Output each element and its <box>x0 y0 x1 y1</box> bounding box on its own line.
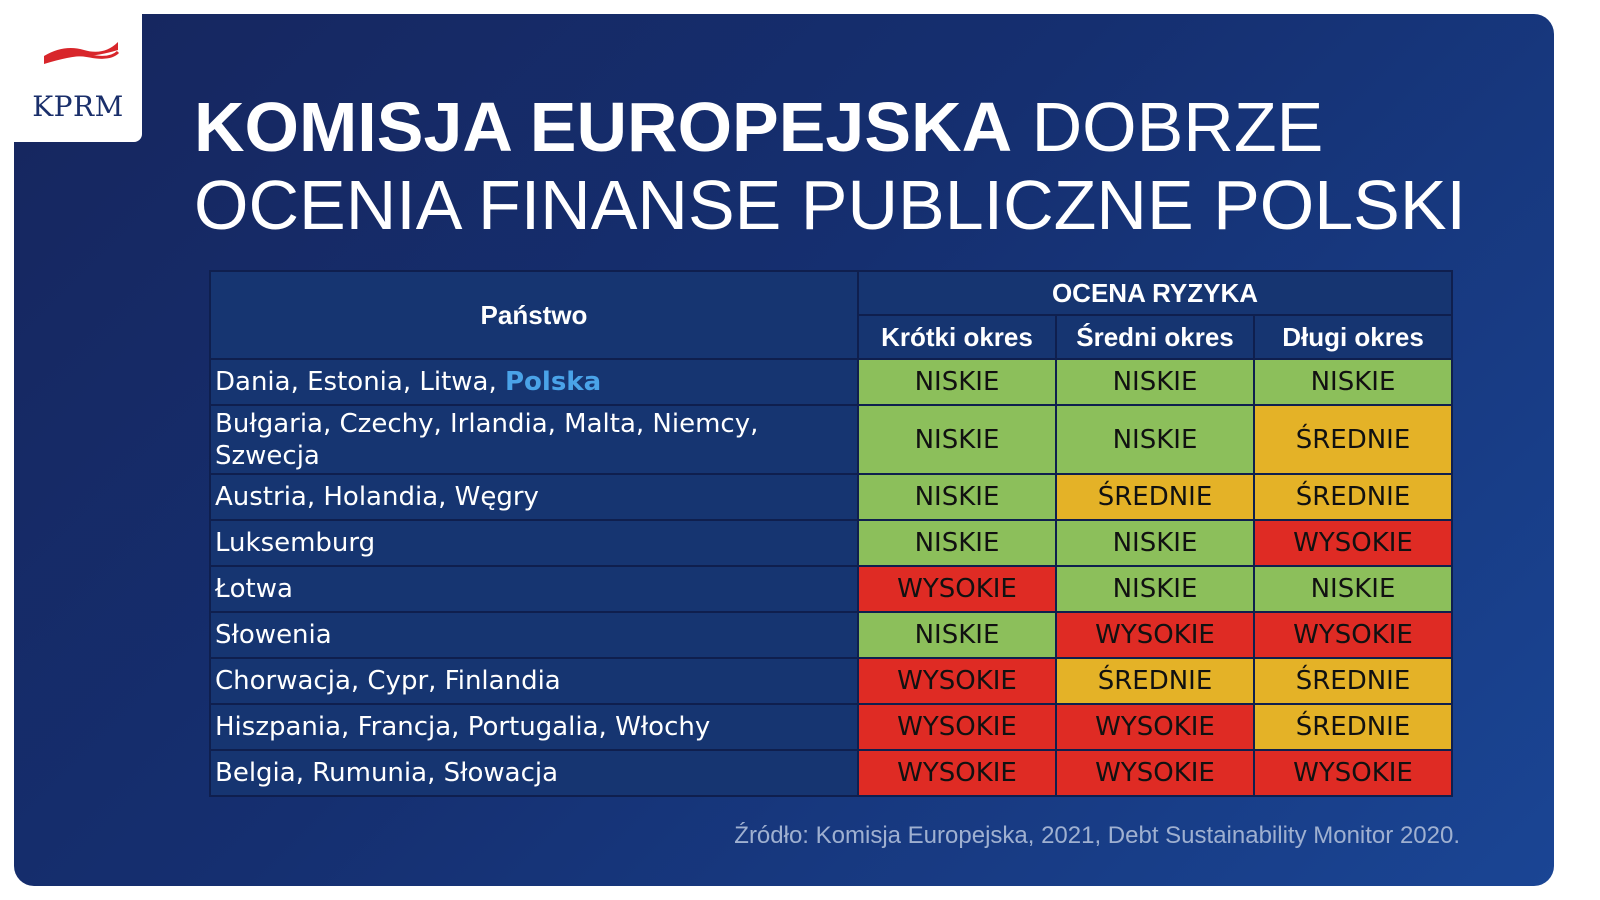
country-label: Austria, Holandia, Węgry <box>215 482 539 512</box>
country-header: Państwo <box>209 270 859 360</box>
table-row: Austria, Holandia, Węgry NISKIE ŚREDNIE ŚRE… <box>209 473 1453 521</box>
risk-cell: ŚREDNIE <box>1253 657 1453 705</box>
country-cell: Belgia, Rumunia, Słowacja <box>209 749 859 797</box>
risk-cell: ŚREDNIE <box>1253 473 1453 521</box>
risk-cell: NISKIE <box>1253 565 1453 613</box>
risk-cell: NISKIE <box>1055 565 1255 613</box>
table-row: Dania, Estonia, Litwa, Polska NISKIE NISKI… <box>209 358 1453 406</box>
page-title: KOMISJA EUROPEJSKA DOBRZE OCENIA FINANSE… <box>194 88 1554 244</box>
polish-flag-icon <box>44 42 120 64</box>
infographic-card: KOMISJA EUROPEJSKA DOBRZE OCENIA FINANSE… <box>14 14 1554 886</box>
country-label: Słowenia <box>215 620 332 650</box>
risk-cell: ŚREDNIE <box>1253 703 1453 751</box>
country-label: Belgia, Rumunia, Słowacja <box>215 758 559 788</box>
risk-cell: ŚREDNIE <box>1055 657 1255 705</box>
title-bold: KOMISJA EUROPEJSKA <box>194 88 1013 166</box>
title-rest: DOBRZE OCENIA FINANSE PUBLICZNE POLSKI <box>194 88 1466 244</box>
country-cell: Austria, Holandia, Węgry <box>209 473 859 521</box>
risk-cell: WYSOKIE <box>1055 611 1255 659</box>
risk-cell: WYSOKIE <box>857 657 1057 705</box>
country-cell: Hiszpania, Francja, Portugalia, Włochy <box>209 703 859 751</box>
risk-cell: NISKIE <box>857 519 1057 567</box>
country-cell: Dania, Estonia, Litwa, Polska <box>209 358 859 406</box>
period-long-header: Długi okres <box>1253 314 1453 360</box>
country-label: Luksemburg <box>215 528 376 558</box>
risk-cell: WYSOKIE <box>1055 703 1255 751</box>
table-row: Hiszpania, Francja, Portugalia, Włochy WY… <box>209 703 1453 751</box>
period-medium-header: Średni okres <box>1055 314 1255 360</box>
logo-text: KPRM <box>32 90 124 123</box>
kprm-logo: KPRM <box>14 14 142 142</box>
risk-cell: WYSOKIE <box>1253 611 1453 659</box>
risk-cell: WYSOKIE <box>1253 519 1453 567</box>
country-label: Bułgaria, Czechy, Irlandia, Malta, Niemc… <box>215 408 759 471</box>
country-cell: Bułgaria, Czechy, Irlandia, Malta, Niemc… <box>209 404 859 475</box>
table-row: Łotwa WYSOKIE NISKIE NISKIE <box>209 565 1453 613</box>
risk-cell: NISKIE <box>1055 519 1255 567</box>
country-label: Łotwa <box>215 574 293 604</box>
risk-cell: WYSOKIE <box>1055 749 1255 797</box>
risk-cell: NISKIE <box>1055 358 1255 406</box>
risk-header: OCENA RYZYKA <box>857 270 1453 316</box>
table-row: Luksemburg NISKIE NISKIE WYSOKIE <box>209 519 1453 567</box>
risk-cell: WYSOKIE <box>857 565 1057 613</box>
table-row: Chorwacja, Cypr, Finlandia WYSOKIE ŚREDNIE… <box>209 657 1453 705</box>
risk-cell: WYSOKIE <box>857 749 1057 797</box>
country-label: Hiszpania, Francja, Portugalia, Włochy <box>215 712 711 742</box>
country-highlight: Polska <box>505 367 602 397</box>
country-cell: Łotwa <box>209 565 859 613</box>
country-cell: Słowenia <box>209 611 859 659</box>
period-short-header: Krótki okres <box>857 314 1057 360</box>
risk-cell: NISKIE <box>1055 404 1255 475</box>
risk-cell: WYSOKIE <box>1253 749 1453 797</box>
country-label: Chorwacja, Cypr, Finlandia <box>215 666 561 696</box>
table-row: Bułgaria, Czechy, Irlandia, Malta, Niemc… <box>209 404 1453 475</box>
risk-cell: NISKIE <box>857 611 1057 659</box>
risk-cell: NISKIE <box>857 473 1057 521</box>
table-row: Słowenia NISKIE WYSOKIE WYSOKIE <box>209 611 1453 659</box>
risk-cell: NISKIE <box>857 404 1057 475</box>
country-cell: Luksemburg <box>209 519 859 567</box>
country-label: Dania, Estonia, Litwa, <box>215 367 505 397</box>
risk-cell: ŚREDNIE <box>1055 473 1255 521</box>
source-note: Źródło: Komisja Europejska, 2021, Debt S… <box>734 822 1460 849</box>
risk-cell: WYSOKIE <box>857 703 1057 751</box>
risk-cell: NISKIE <box>1253 358 1453 406</box>
table-row: Belgia, Rumunia, Słowacja WYSOKIE WYSOKIE W… <box>209 749 1453 797</box>
risk-cell: ŚREDNIE <box>1253 404 1453 475</box>
risk-cell: NISKIE <box>857 358 1057 406</box>
country-cell: Chorwacja, Cypr, Finlandia <box>209 657 859 705</box>
risk-table: Państwo OCENA RYZYKA Krótki okres Średni… <box>209 270 1453 797</box>
